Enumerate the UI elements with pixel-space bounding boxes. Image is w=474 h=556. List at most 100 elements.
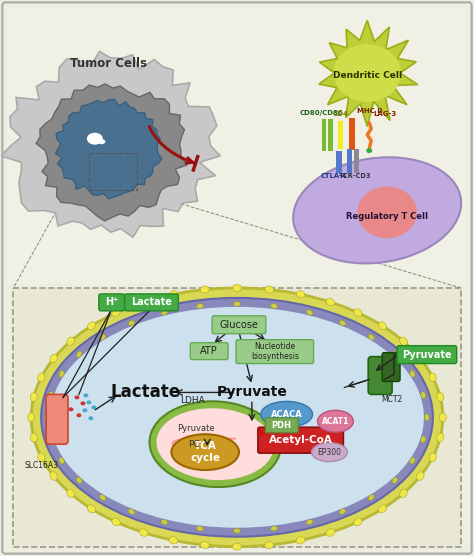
Ellipse shape <box>265 286 273 293</box>
Text: LDHA: LDHA <box>180 396 205 405</box>
Ellipse shape <box>100 494 106 500</box>
Bar <box>347 148 352 172</box>
Ellipse shape <box>91 405 96 409</box>
Text: TCA
cycle: TCA cycle <box>190 441 220 463</box>
Ellipse shape <box>41 298 433 537</box>
Ellipse shape <box>197 526 203 531</box>
Bar <box>321 119 327 151</box>
Ellipse shape <box>379 505 386 513</box>
Text: Lactate: Lactate <box>110 384 181 401</box>
Text: PC: PC <box>189 440 200 449</box>
Ellipse shape <box>333 44 401 102</box>
Ellipse shape <box>45 414 50 421</box>
Text: CTLA-4: CTLA-4 <box>320 172 346 178</box>
Ellipse shape <box>400 337 407 345</box>
Ellipse shape <box>48 436 53 443</box>
Ellipse shape <box>69 408 73 411</box>
Bar <box>354 148 359 172</box>
Text: CD80/CD86: CD80/CD86 <box>300 110 343 116</box>
Ellipse shape <box>439 413 446 422</box>
Text: Pyruvate: Pyruvate <box>177 424 215 433</box>
Ellipse shape <box>38 453 45 461</box>
FancyBboxPatch shape <box>265 418 298 433</box>
Ellipse shape <box>429 373 436 382</box>
Ellipse shape <box>74 395 80 399</box>
Text: CD4: CD4 <box>332 111 348 117</box>
Ellipse shape <box>50 354 57 363</box>
Bar <box>89 153 137 191</box>
Ellipse shape <box>76 351 82 358</box>
FancyBboxPatch shape <box>46 394 68 444</box>
Text: H⁺: H⁺ <box>105 297 118 307</box>
Ellipse shape <box>98 139 105 144</box>
Ellipse shape <box>296 537 305 544</box>
Ellipse shape <box>410 370 415 378</box>
Ellipse shape <box>392 351 398 358</box>
Text: Pyruvate: Pyruvate <box>402 350 452 360</box>
Text: LAG-3: LAG-3 <box>373 111 396 117</box>
Ellipse shape <box>421 436 426 443</box>
Text: ACAT1: ACAT1 <box>322 417 349 426</box>
Ellipse shape <box>139 529 148 537</box>
Polygon shape <box>55 100 162 199</box>
Ellipse shape <box>261 401 312 427</box>
Ellipse shape <box>169 537 178 544</box>
Ellipse shape <box>88 322 95 330</box>
Text: Acetyl-CoA: Acetyl-CoA <box>269 435 333 445</box>
Ellipse shape <box>421 392 426 399</box>
Bar <box>328 119 333 151</box>
Ellipse shape <box>76 477 82 484</box>
Text: Dendritic Cell: Dendritic Cell <box>333 71 402 80</box>
Ellipse shape <box>339 320 346 326</box>
Ellipse shape <box>437 433 444 442</box>
Bar <box>8 7 466 284</box>
Ellipse shape <box>67 489 74 498</box>
Ellipse shape <box>311 443 347 461</box>
Ellipse shape <box>31 288 443 547</box>
Bar <box>13 288 461 547</box>
Ellipse shape <box>354 518 362 526</box>
FancyBboxPatch shape <box>368 356 392 394</box>
Ellipse shape <box>368 494 374 500</box>
Text: EP300: EP300 <box>318 448 341 456</box>
Ellipse shape <box>201 286 209 293</box>
Ellipse shape <box>83 394 88 398</box>
Ellipse shape <box>88 505 95 513</box>
Ellipse shape <box>339 509 346 514</box>
Ellipse shape <box>271 304 277 309</box>
FancyBboxPatch shape <box>125 294 178 311</box>
Text: PDH: PDH <box>272 421 292 430</box>
Ellipse shape <box>417 354 424 363</box>
Ellipse shape <box>161 519 168 525</box>
Text: Nucleotide
biosynthesis: Nucleotide biosynthesis <box>251 342 299 361</box>
Ellipse shape <box>354 309 362 316</box>
Ellipse shape <box>59 458 64 464</box>
Ellipse shape <box>87 133 103 145</box>
Ellipse shape <box>50 307 424 528</box>
Ellipse shape <box>357 186 417 238</box>
FancyBboxPatch shape <box>190 342 228 360</box>
Ellipse shape <box>368 334 374 340</box>
Ellipse shape <box>326 529 335 537</box>
FancyBboxPatch shape <box>99 294 125 311</box>
Text: Tumor Cells: Tumor Cells <box>70 57 147 70</box>
Ellipse shape <box>379 322 386 330</box>
Ellipse shape <box>67 337 74 345</box>
Ellipse shape <box>59 370 64 378</box>
Ellipse shape <box>50 471 57 480</box>
Ellipse shape <box>112 518 120 526</box>
Ellipse shape <box>112 309 120 316</box>
Text: ACACA: ACACA <box>271 410 302 419</box>
Text: MCT2: MCT2 <box>382 395 403 404</box>
Ellipse shape <box>86 400 91 404</box>
Polygon shape <box>319 21 418 127</box>
Polygon shape <box>1 52 220 237</box>
Ellipse shape <box>30 393 37 401</box>
FancyBboxPatch shape <box>382 353 400 381</box>
Ellipse shape <box>306 310 313 315</box>
Ellipse shape <box>128 509 135 514</box>
Polygon shape <box>36 84 187 221</box>
Ellipse shape <box>233 285 241 291</box>
Text: SLC16A3: SLC16A3 <box>24 461 58 470</box>
Ellipse shape <box>172 434 239 470</box>
